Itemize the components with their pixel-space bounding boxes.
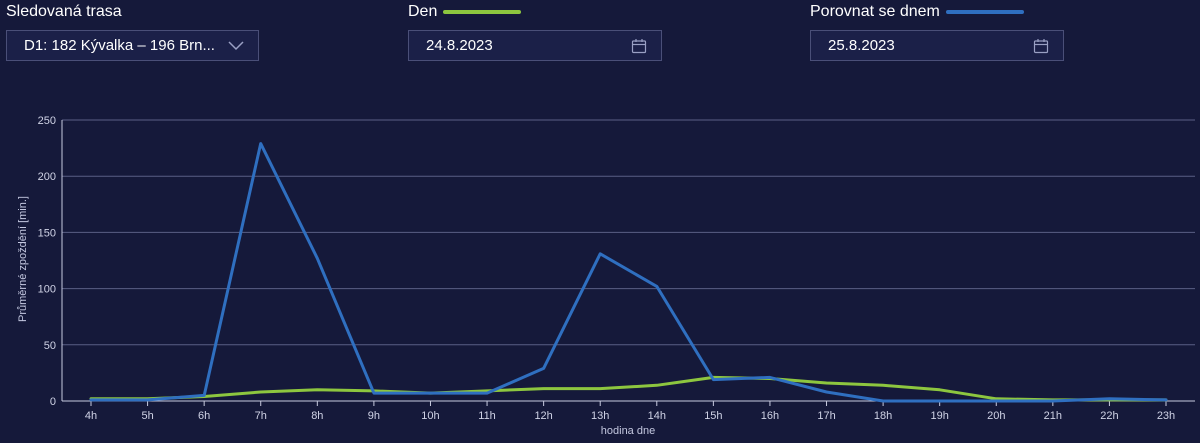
x-tick-label: 16h bbox=[761, 410, 779, 422]
y-axis-title: Průměrné zpoždění [min.] bbox=[17, 196, 29, 322]
day-label: Den bbox=[408, 3, 438, 20]
x-tick-label: 7h bbox=[255, 410, 267, 422]
x-tick-label: 13h bbox=[591, 410, 609, 422]
x-tick-label: 15h bbox=[704, 410, 722, 422]
calendar-icon[interactable] bbox=[1033, 38, 1049, 54]
x-tick-label: 14h bbox=[648, 410, 666, 422]
series-line-compare[interactable] bbox=[89, 142, 1168, 403]
compare-legend-swatch bbox=[945, 10, 1024, 14]
x-tick-label: 18h bbox=[874, 410, 892, 422]
route-select-value: D1: 182 Kývalka – 196 Brn... bbox=[24, 37, 215, 54]
x-tick-label: 19h bbox=[931, 410, 949, 422]
day-date-input[interactable]: 24.8.2023 bbox=[408, 30, 662, 61]
x-tick-label: 22h bbox=[1100, 410, 1118, 422]
x-tick-label: 23h bbox=[1157, 410, 1175, 422]
x-tick-label: 6h bbox=[198, 410, 210, 422]
compare-label: Porovnat se dnem bbox=[810, 3, 940, 20]
day-date-value: 24.8.2023 bbox=[426, 37, 493, 54]
route-label: Sledovaná trasa bbox=[6, 3, 122, 20]
y-tick-label: 100 bbox=[38, 284, 56, 296]
y-tick-label: 50 bbox=[44, 340, 56, 352]
day-legend-swatch bbox=[443, 10, 522, 14]
day-control: Den bbox=[408, 0, 522, 24]
compare-date-value: 25.8.2023 bbox=[828, 37, 895, 54]
x-axis-title: hodina dne bbox=[601, 425, 655, 437]
x-tick-label: 17h bbox=[817, 410, 835, 422]
route-control: Sledovaná trasa bbox=[6, 0, 122, 24]
x-tick-label: 9h bbox=[368, 410, 380, 422]
series-line-day[interactable] bbox=[89, 375, 1168, 402]
x-tick-label: 12h bbox=[534, 410, 552, 422]
compare-date-input[interactable]: 25.8.2023 bbox=[810, 30, 1064, 61]
x-tick-label: 11h bbox=[478, 410, 496, 422]
route-select[interactable]: D1: 182 Kývalka – 196 Brn... bbox=[6, 30, 259, 61]
y-tick-label: 250 bbox=[38, 115, 56, 127]
y-tick-label: 150 bbox=[38, 227, 56, 239]
x-tick-label: 20h bbox=[987, 410, 1005, 422]
delay-line-chart: 0 50 100 150 200 250 4h 5h 6h 7h 8h 9h 10h 11h 12h 13h 1… bbox=[17, 115, 1195, 437]
x-tick-label: 10h bbox=[421, 410, 439, 422]
chevron-down-icon bbox=[228, 38, 244, 54]
x-tick-label: 21h bbox=[1044, 410, 1062, 422]
y-tick-label: 0 bbox=[50, 396, 56, 408]
x-tick-label: 4h bbox=[85, 410, 97, 422]
compare-control: Porovnat se dnem bbox=[810, 0, 1024, 24]
x-tick-label: 8h bbox=[311, 410, 323, 422]
y-tick-label: 200 bbox=[38, 171, 56, 183]
x-tick-label: 5h bbox=[141, 410, 153, 422]
calendar-icon[interactable] bbox=[631, 38, 647, 54]
